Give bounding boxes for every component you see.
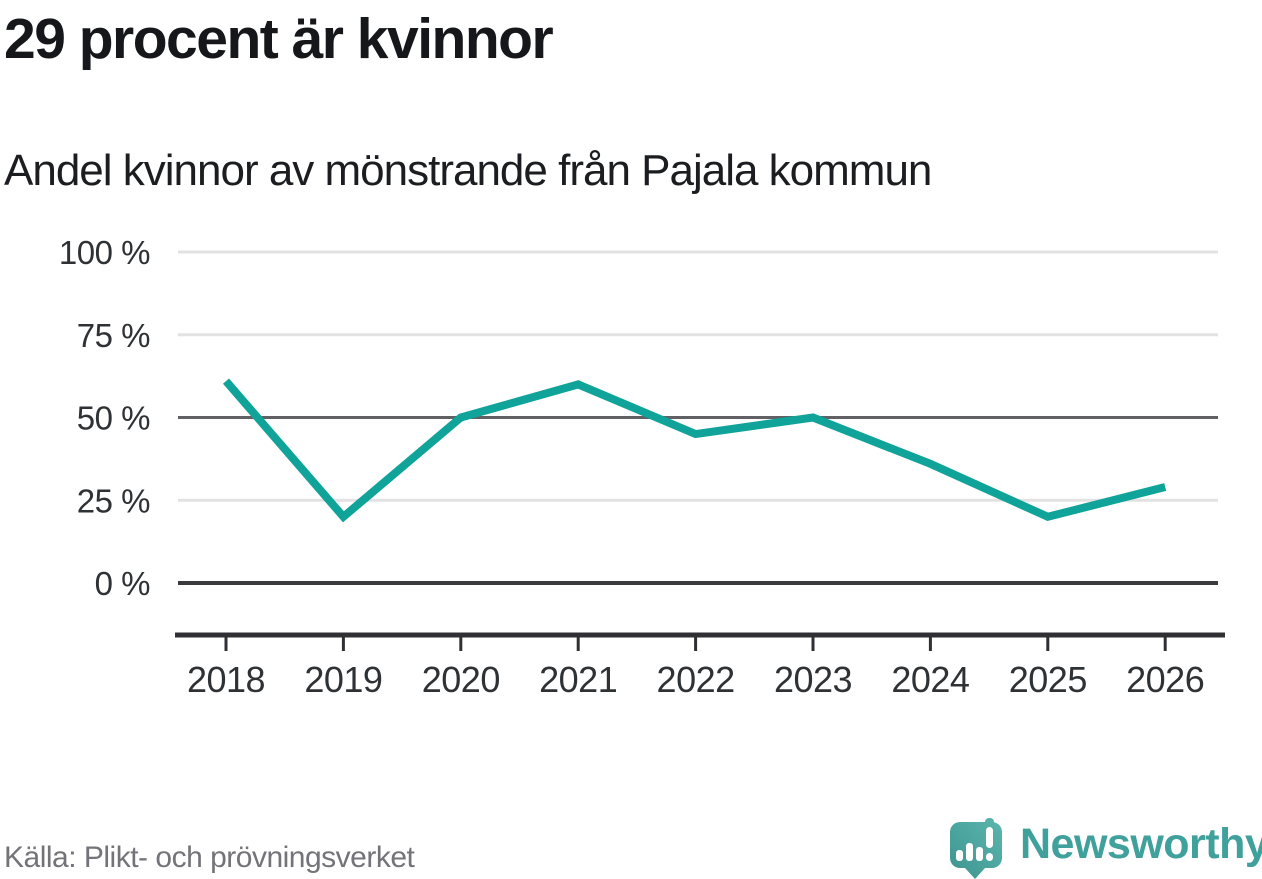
- x-tick-label: 2024: [891, 659, 969, 700]
- x-tick-label: 2025: [1009, 659, 1087, 700]
- y-tick-label: 0 %: [95, 565, 151, 602]
- bar-chart-speech-bubble-icon: [950, 818, 1002, 879]
- line-chart: 100 % 75 % 50 % 25 % 0 % 2018 2019 2020 2021 2022…: [59, 234, 1225, 700]
- chart-subtitle: Andel kvinnor av mönstrande från Pajala …: [4, 146, 932, 195]
- x-tick-label: 2020: [422, 659, 500, 700]
- y-tick-label: 100 %: [59, 234, 150, 271]
- x-tick-label: 2018: [187, 659, 265, 700]
- newsworthy-logo: Newsworthy: [948, 818, 1262, 879]
- x-tick-label: 2022: [657, 659, 735, 700]
- x-tick-label: 2023: [774, 659, 852, 700]
- data-line: [222, 378, 1167, 523]
- y-tick-label: 25 %: [77, 482, 150, 519]
- brand-wordmark: Newsworthy: [1020, 820, 1262, 868]
- chart-title: 29 procent är kvinnor: [4, 7, 554, 71]
- x-tick-label: 2026: [1126, 659, 1204, 700]
- source-credit: Källa: Plikt- och prövningsverket: [4, 841, 415, 874]
- x-tick-label: 2021: [539, 659, 617, 700]
- y-tick-label: 75 %: [77, 317, 150, 354]
- y-tick-label: 50 %: [77, 400, 150, 437]
- x-tick-label: 2019: [304, 659, 382, 700]
